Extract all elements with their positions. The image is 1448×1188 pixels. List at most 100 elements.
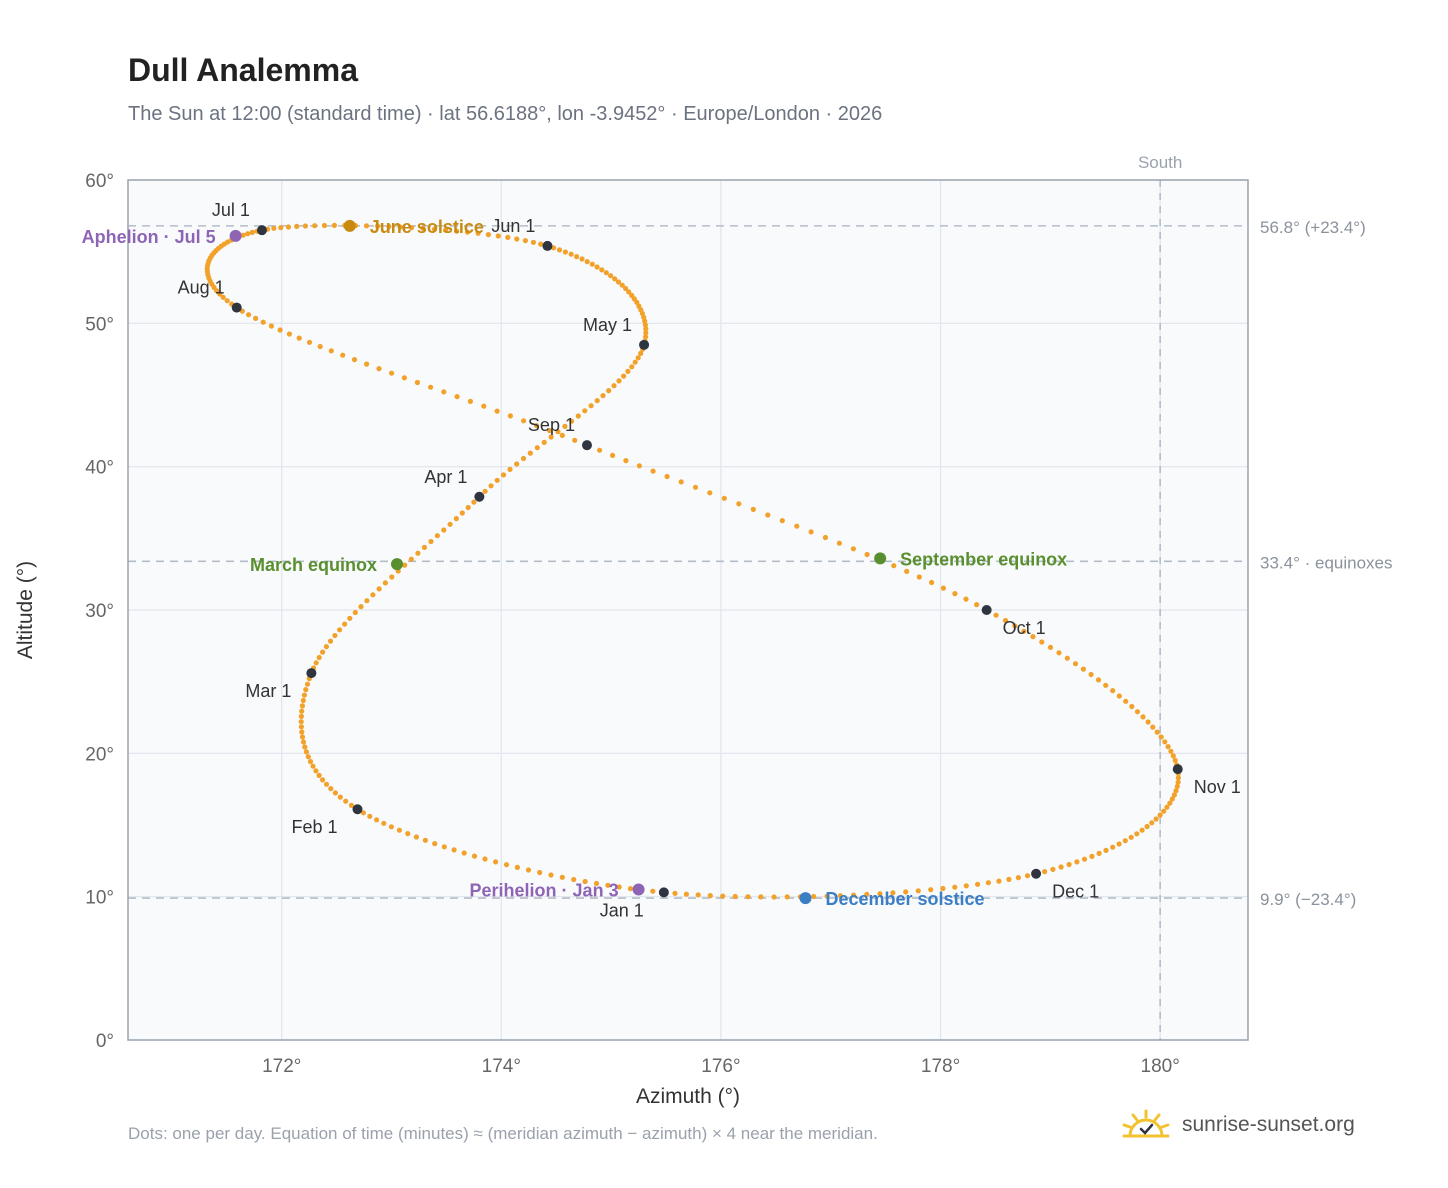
daily-dot xyxy=(1175,775,1181,781)
daily-dot xyxy=(1162,739,1168,745)
event-marker xyxy=(874,552,887,565)
daily-dot xyxy=(582,878,588,885)
daily-dot xyxy=(313,768,319,774)
daily-dot xyxy=(963,596,969,602)
y-tick-label: 50° xyxy=(85,314,114,335)
daily-dot xyxy=(525,867,532,873)
daily-dot xyxy=(864,891,870,898)
daily-dot xyxy=(300,739,307,745)
daily-dot xyxy=(695,892,701,898)
daily-dot xyxy=(220,294,226,300)
daily-dot xyxy=(260,319,266,325)
daily-dot xyxy=(1167,800,1173,806)
daily-dot xyxy=(320,777,326,783)
daily-dot xyxy=(397,224,403,230)
daily-dot xyxy=(571,876,577,883)
daily-dot xyxy=(1173,788,1179,794)
daily-dot xyxy=(475,230,481,236)
daily-dot xyxy=(745,894,751,900)
y-axis-label: Altitude (°) xyxy=(14,561,37,659)
daily-dot xyxy=(402,562,408,568)
daily-dot xyxy=(374,817,380,823)
daily-dot xyxy=(494,408,500,414)
daily-dot xyxy=(401,375,407,381)
daily-dot xyxy=(600,393,606,399)
daily-dot xyxy=(253,315,259,321)
daily-dot xyxy=(538,241,544,247)
daily-dot xyxy=(642,322,649,328)
daily-dot xyxy=(405,831,411,837)
x-tick-label: 178° xyxy=(921,1056,960,1077)
daily-dot xyxy=(588,403,594,409)
reference-line-label: 33.4° · equinoxes xyxy=(1260,553,1393,572)
daily-dot xyxy=(494,477,500,483)
daily-dot xyxy=(304,681,311,687)
sun-icon xyxy=(1122,1109,1170,1138)
month-label: Jun 1 xyxy=(491,216,535,236)
daily-dot xyxy=(603,270,609,276)
daily-dot xyxy=(1116,693,1122,699)
daily-dot xyxy=(594,264,600,270)
brand-name: sunrise-sunset.org xyxy=(1182,1113,1355,1136)
daily-dot xyxy=(396,827,402,833)
daily-dot xyxy=(464,229,471,235)
daily-dot xyxy=(794,523,800,529)
event-marker xyxy=(632,883,645,896)
daily-dot xyxy=(643,330,649,336)
daily-dot xyxy=(537,869,543,876)
daily-dot xyxy=(414,379,420,386)
daily-dot xyxy=(1140,714,1146,720)
daily-dot xyxy=(286,331,292,337)
month-label: Dec 1 xyxy=(1052,882,1099,902)
daily-dot xyxy=(420,225,426,231)
daily-dot xyxy=(1058,864,1064,870)
daily-dot xyxy=(471,853,478,859)
daily-dot xyxy=(299,734,306,740)
daily-dot xyxy=(522,238,529,244)
daily-dot xyxy=(589,261,595,267)
daily-dot xyxy=(643,326,649,332)
daily-dot xyxy=(720,893,726,899)
daily-dot xyxy=(1172,757,1178,764)
daily-dot xyxy=(459,510,465,516)
daily-dot xyxy=(441,527,447,533)
daily-dot xyxy=(993,612,999,618)
month-label: Apr 1 xyxy=(424,467,467,487)
daily-dot xyxy=(381,820,387,826)
daily-dot xyxy=(559,874,565,880)
daily-dot xyxy=(1064,655,1070,661)
month-label: Oct 1 xyxy=(1003,618,1046,638)
daily-dot xyxy=(1096,850,1102,857)
daily-dot xyxy=(594,398,600,404)
daily-dot xyxy=(904,568,910,575)
daily-dot xyxy=(851,892,857,898)
daily-dot xyxy=(626,289,632,295)
daily-dot xyxy=(348,802,354,808)
daily-dot xyxy=(328,786,334,792)
daily-dot xyxy=(1170,753,1176,759)
event-marker xyxy=(343,219,356,232)
daily-dot xyxy=(1039,639,1045,645)
daily-dot xyxy=(298,719,304,725)
daily-dot xyxy=(331,222,337,228)
event-label: Perihelion · Jan 3 xyxy=(470,881,619,901)
daily-dot xyxy=(952,884,958,890)
daily-dot xyxy=(582,408,588,414)
daily-dot xyxy=(278,225,284,231)
daily-dot xyxy=(1168,748,1174,754)
daily-dot xyxy=(1116,841,1122,847)
daily-dot xyxy=(1089,853,1095,860)
daily-dot xyxy=(891,563,897,569)
brand-logo[interactable]: sunrise-sunset.org xyxy=(1118,1100,1355,1150)
daily-dot xyxy=(584,259,590,265)
daily-dot xyxy=(389,370,395,376)
month-label: Aug 1 xyxy=(178,278,225,298)
daily-dot xyxy=(635,355,641,361)
daily-dot xyxy=(327,638,334,644)
x-tick-label: 176° xyxy=(701,1056,740,1077)
daily-dot xyxy=(296,335,302,341)
daily-dot xyxy=(1024,873,1031,879)
daily-dot xyxy=(1175,779,1181,785)
daily-dot xyxy=(431,226,437,232)
daily-dot xyxy=(750,506,756,512)
